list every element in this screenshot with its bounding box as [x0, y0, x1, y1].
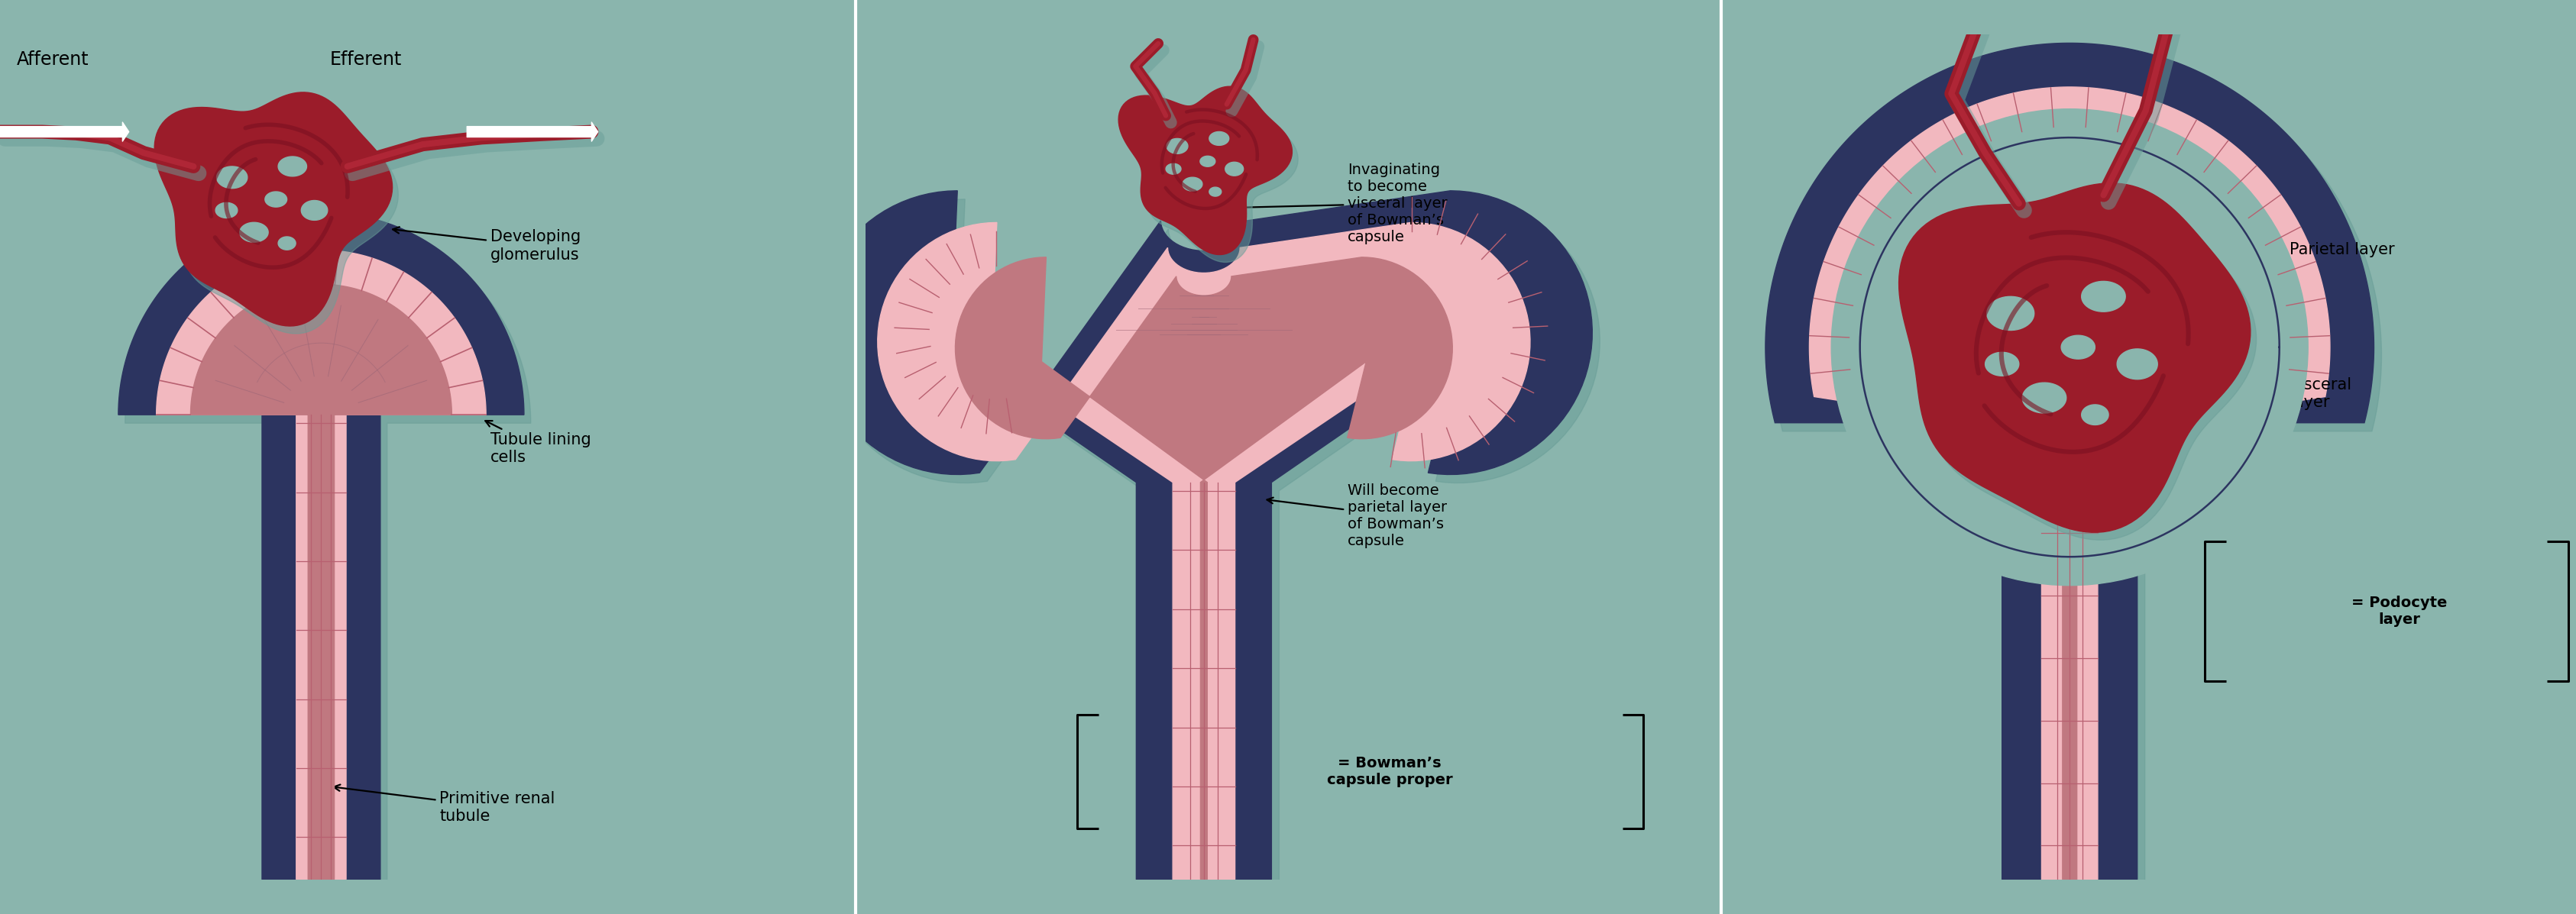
Polygon shape — [1899, 183, 2249, 532]
Polygon shape — [1123, 94, 1298, 262]
Polygon shape — [2061, 335, 2094, 359]
Polygon shape — [240, 222, 268, 242]
Text: Tubule lining
cells: Tubule lining cells — [484, 420, 590, 465]
Polygon shape — [2117, 349, 2156, 379]
Polygon shape — [1765, 43, 2372, 879]
Polygon shape — [265, 192, 286, 207]
Polygon shape — [1808, 87, 2329, 879]
Polygon shape — [2081, 405, 2107, 425]
Polygon shape — [1904, 191, 2257, 540]
Polygon shape — [1167, 139, 1188, 154]
Polygon shape — [1200, 156, 1216, 166]
Polygon shape — [1182, 177, 1203, 191]
Text: Parietal layer: Parietal layer — [2226, 242, 2393, 258]
Polygon shape — [216, 166, 247, 188]
Polygon shape — [1224, 162, 1244, 175]
Polygon shape — [1986, 296, 2032, 330]
Text: Developing
glomerulus: Developing glomerulus — [392, 227, 580, 262]
Text: = Podocyte
layer: = Podocyte layer — [2352, 596, 2447, 627]
Polygon shape — [157, 250, 487, 879]
Text: Efferent: Efferent — [330, 50, 402, 69]
Polygon shape — [2022, 383, 2066, 413]
Polygon shape — [155, 92, 392, 326]
Text: = Bowman’s
capsule proper: = Bowman’s capsule proper — [1327, 756, 1453, 787]
Polygon shape — [216, 203, 237, 218]
Polygon shape — [301, 200, 327, 220]
Polygon shape — [1772, 51, 2380, 887]
Polygon shape — [278, 237, 296, 250]
Polygon shape — [118, 212, 523, 879]
Text: Invaginating
to become
visceral layer
of Bowman’s
capsule: Invaginating to become visceral layer of… — [1234, 163, 1448, 244]
Polygon shape — [822, 199, 1600, 887]
Polygon shape — [1208, 132, 1229, 145]
Polygon shape — [878, 222, 1530, 879]
Polygon shape — [1208, 187, 1221, 197]
Polygon shape — [1839, 118, 2298, 879]
Polygon shape — [191, 284, 451, 879]
Polygon shape — [160, 100, 399, 334]
Polygon shape — [1164, 164, 1180, 175]
Polygon shape — [126, 220, 531, 887]
Circle shape — [1832, 109, 2308, 585]
Polygon shape — [956, 257, 1453, 879]
Polygon shape — [278, 156, 307, 176]
Polygon shape — [2061, 507, 2076, 879]
Polygon shape — [814, 191, 1592, 879]
Text: Afferent: Afferent — [18, 50, 90, 69]
Text: Will become
parietal layer
of Bowman’s
capsule: Will become parietal layer of Bowman’s c… — [1267, 484, 1448, 548]
Text: Visceral
layer: Visceral layer — [2241, 377, 2352, 410]
Polygon shape — [1118, 87, 1291, 255]
Text: Primitive renal
tubule: Primitive renal tubule — [332, 784, 554, 824]
Polygon shape — [1984, 352, 2020, 376]
Polygon shape — [2081, 282, 2125, 312]
